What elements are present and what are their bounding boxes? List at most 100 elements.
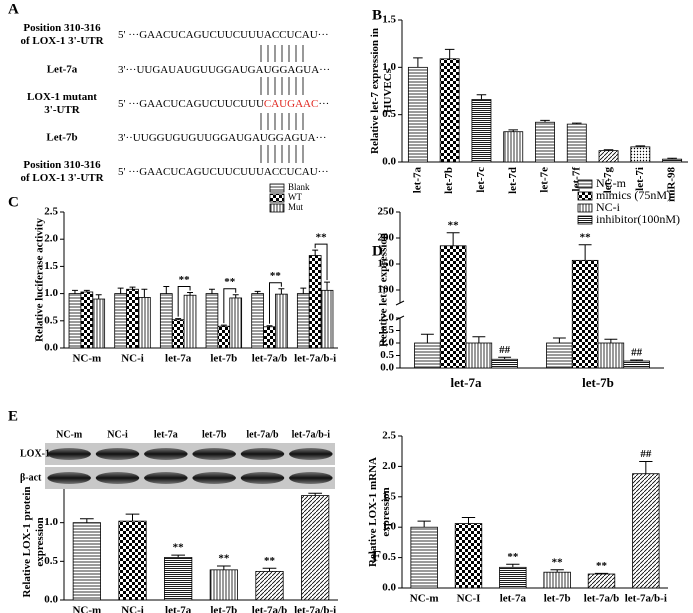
error-bar xyxy=(208,288,215,294)
y-tick-label: 1.5 xyxy=(382,490,396,502)
y-axis-label: expression xyxy=(34,517,46,566)
bar xyxy=(407,66,428,163)
row-label: Position 310-316 xyxy=(23,22,101,34)
bracket xyxy=(223,288,237,324)
y-tick-label: 150 xyxy=(378,258,395,270)
sequence-part: 5' ···GAACUCAGUCUUCUUU xyxy=(118,98,264,110)
error-bar xyxy=(312,249,319,256)
y-tick-label: 0.5 xyxy=(380,349,394,361)
x-tick-label: let-7a xyxy=(165,353,192,365)
x-tick-label: NC-m xyxy=(72,353,101,365)
x-tick-label: let-7b xyxy=(210,605,237,613)
x-tick-label: let-7a xyxy=(165,605,192,613)
sequence: 5' ···GAACUCAGUCUUCUUUACCUCAU··· xyxy=(118,29,329,41)
bar xyxy=(296,293,310,349)
error-bar xyxy=(141,288,148,298)
bar xyxy=(114,293,127,349)
bar xyxy=(632,473,660,589)
x-tick-label: let-7g xyxy=(602,167,614,194)
legend-swatch xyxy=(577,215,593,225)
error-bar xyxy=(461,516,476,524)
significance: ## xyxy=(499,344,511,356)
y-tick-label: 1.5 xyxy=(44,260,58,272)
error-bar xyxy=(417,520,431,528)
error-bar xyxy=(540,119,550,123)
bar xyxy=(209,569,238,601)
y-tick-label: 1.5 xyxy=(382,14,396,26)
axis-break xyxy=(395,300,405,321)
blot-row-label: LOX-1 xyxy=(20,448,50,459)
y-tick-label: 0.0 xyxy=(382,156,396,168)
sequence-part: ··· xyxy=(318,98,329,110)
bar xyxy=(546,342,573,369)
row-label: Position 310-316 xyxy=(23,159,101,171)
y-tick-label: 0.0 xyxy=(44,342,58,354)
y-tick-label: 0.0 xyxy=(380,362,394,374)
sequence-part: 5' ···GAACUCAGUCUUCUUUACCUCAU··· xyxy=(118,166,329,178)
sequence-part: 3'···UUGAUAUGUUGGAUGAUGGAGUA··· xyxy=(118,64,330,76)
error-bar xyxy=(171,554,186,558)
significance: ** xyxy=(507,551,519,563)
bar xyxy=(465,342,493,369)
y-axis-label: HUVECs xyxy=(382,68,394,113)
blot-band xyxy=(240,472,285,484)
y-tick-label: 1.0 xyxy=(380,337,394,349)
bar xyxy=(598,150,619,163)
y-tick-label: 0.5 xyxy=(382,108,396,120)
lane-label: let-7b xyxy=(202,429,227,440)
bar xyxy=(571,259,599,369)
y-tick-label: 0.0 xyxy=(44,594,58,606)
error-bar xyxy=(472,336,486,343)
error-bar xyxy=(129,286,136,290)
lane-label: let-7a/b-i xyxy=(292,429,331,440)
y-tick-label: 200 xyxy=(378,232,395,244)
sequence: 3'··UUGGUGUGUUGGAUGAUGGAGUA··· xyxy=(118,132,327,144)
sequence: 5' ···GAACUCAGUCUUCUUUCAUGAAC··· xyxy=(118,98,329,110)
panel-label: D xyxy=(372,243,383,259)
legend-swatch xyxy=(577,179,593,189)
legend-swatch xyxy=(577,203,593,213)
error-bar xyxy=(506,563,520,568)
significance: ## xyxy=(631,347,643,359)
sequence-part: 3'··UUGGUGUGUUGGAUGAUGGAGUA··· xyxy=(118,132,327,144)
error-bar xyxy=(95,294,102,300)
bar xyxy=(251,293,264,349)
bar xyxy=(439,58,460,163)
bar xyxy=(491,358,518,369)
error-bar xyxy=(604,338,618,343)
x-tick-label: NC-I xyxy=(457,593,481,605)
bar xyxy=(171,319,185,349)
lane-label: let-7a xyxy=(154,429,178,440)
blot-band xyxy=(95,472,140,484)
y-tick-label: 0.5 xyxy=(382,551,396,563)
error-bar xyxy=(635,145,646,147)
y-tick-label: 2.5 xyxy=(382,430,396,442)
error-bar xyxy=(508,129,518,132)
blot-band xyxy=(47,472,91,484)
lane-label: NC-i xyxy=(107,429,128,440)
significance: ** xyxy=(264,555,276,567)
x-tick-label: let-7a/b xyxy=(252,353,287,365)
bar xyxy=(229,297,243,349)
error-bar xyxy=(413,57,423,68)
error-bar xyxy=(232,294,239,298)
error-bar xyxy=(278,288,285,295)
significance: ** xyxy=(224,276,236,288)
error-bar xyxy=(324,281,331,291)
row-label: of LOX-1 3'-UTR xyxy=(20,172,104,184)
error-bar xyxy=(572,122,582,125)
bar xyxy=(543,571,571,589)
legend-label: WT xyxy=(288,192,302,202)
y-axis-label: Relative luciferase activity xyxy=(34,218,46,343)
error-bar xyxy=(187,292,194,296)
x-tick-label: let-7a/b-i xyxy=(625,593,667,605)
bar xyxy=(205,293,219,349)
bar xyxy=(471,99,492,163)
panel-label: A xyxy=(8,1,19,17)
x-tick-label: let-7a xyxy=(500,593,527,605)
bar xyxy=(68,293,82,349)
y-axis-label: expression xyxy=(380,487,392,536)
bar xyxy=(138,297,151,349)
y-tick-label: 1.0 xyxy=(382,61,396,73)
